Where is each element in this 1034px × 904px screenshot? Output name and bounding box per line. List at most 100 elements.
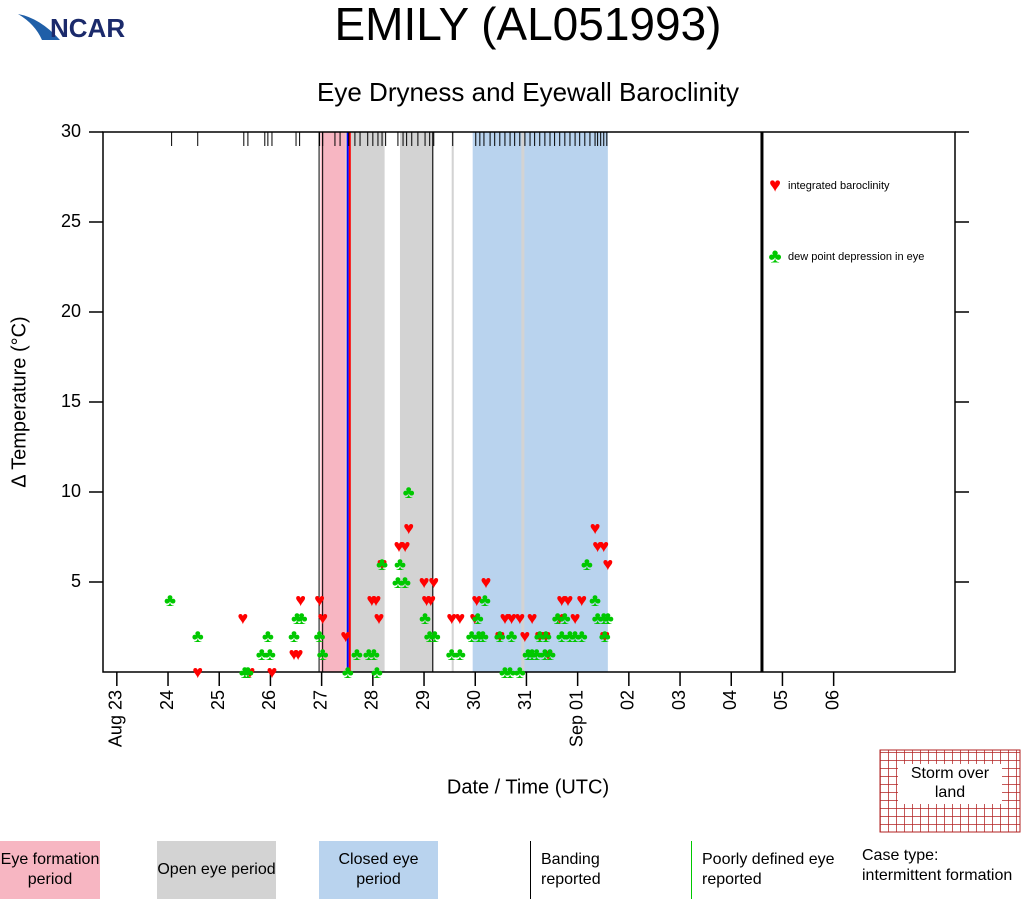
x-tick-label: 31 xyxy=(515,690,535,710)
data-point: ♥ xyxy=(377,554,388,574)
data-point: ♥ xyxy=(554,608,565,628)
data-point: ♥ xyxy=(506,608,517,628)
data-point: ♣ xyxy=(540,626,552,646)
legend-label: dew point depression in eye xyxy=(788,251,924,263)
data-point: ♣ xyxy=(526,644,538,664)
data-point: ♣ xyxy=(296,608,308,628)
data-point: ♥ xyxy=(317,608,328,628)
logo: NCAR xyxy=(50,13,125,43)
y-tick-label: 25 xyxy=(61,211,81,231)
data-point: ♣ xyxy=(317,644,329,664)
x-tick-label: 02 xyxy=(618,690,638,710)
data-point: ♣ xyxy=(371,662,383,682)
data-point: ♣ xyxy=(544,644,556,664)
data-point: ♥ xyxy=(267,662,278,682)
x-tick-label: 04 xyxy=(720,690,740,710)
data-point: ♣ xyxy=(472,608,484,628)
data-point: ♥ xyxy=(237,608,248,628)
data-point: ♥ xyxy=(481,572,492,592)
data-point: ♥ xyxy=(556,590,567,610)
y-tick-label: 20 xyxy=(61,301,81,321)
case-type: Case type: intermittent formation xyxy=(862,846,1012,886)
period-span xyxy=(320,132,346,672)
data-point: ♣ xyxy=(539,644,551,664)
data-point: ♥ xyxy=(598,536,609,556)
legend-label: integrated baroclinity xyxy=(788,180,890,192)
data-point: ♣ xyxy=(399,572,411,592)
data-point: ♣ xyxy=(363,644,375,664)
data-point: ♥ xyxy=(590,518,601,538)
data-point: ♥ xyxy=(563,590,574,610)
data-point: ♣ xyxy=(314,626,326,646)
data-point: ♥ xyxy=(541,626,552,646)
land-legend xyxy=(879,749,1021,833)
data-point: ♥ xyxy=(469,608,480,628)
period-span xyxy=(399,132,434,672)
data-point: ♣ xyxy=(494,626,506,646)
data-point: ♣ xyxy=(559,608,571,628)
data-point: ♣ xyxy=(531,644,543,664)
y-tick-label: 5 xyxy=(71,571,81,591)
data-point: ♥ xyxy=(295,590,306,610)
land-label-bg xyxy=(898,764,1002,804)
data-point: ♣ xyxy=(454,644,466,664)
data-point: ♥ xyxy=(394,536,405,556)
y-tick-label: 30 xyxy=(61,121,81,141)
data-point: ♣ xyxy=(351,644,363,664)
x-tick-label: 05 xyxy=(771,690,791,710)
data-point: ♣ xyxy=(576,626,588,646)
x-tick-label: Sep 01 xyxy=(566,690,586,747)
x-tick-label: 06 xyxy=(822,690,842,710)
data-point: ♣ xyxy=(262,626,274,646)
event-legend: Banding reported xyxy=(530,841,631,899)
y-axis-label: Δ Temperature (°C) xyxy=(8,316,30,487)
land-label: Storm over land xyxy=(910,765,990,801)
data-point: ♣ xyxy=(424,626,436,646)
data-point: ♥ xyxy=(520,626,531,646)
data-point: ♥ xyxy=(428,572,439,592)
y-tick-label: 10 xyxy=(61,481,81,501)
data-point: ♣ xyxy=(288,626,300,646)
data-point: ♥ xyxy=(592,536,603,556)
data-point: ♣ xyxy=(392,572,404,592)
case-type-label: Case type: xyxy=(862,847,939,864)
data-point: ♣ xyxy=(514,662,526,682)
data-point: ♥ xyxy=(514,608,525,628)
x-axis-label: Date / Time (UTC) xyxy=(447,776,609,798)
data-point: ♥ xyxy=(293,644,304,664)
data-point: ♣ xyxy=(368,644,380,664)
data-point: ♣ xyxy=(506,626,518,646)
data-point: ♥ xyxy=(314,590,325,610)
data-point: ♣ xyxy=(556,626,568,646)
x-tick-label: 27 xyxy=(310,690,330,710)
period-legend: Eye formation period xyxy=(0,841,100,899)
data-point: ♥ xyxy=(455,608,466,628)
data-point: ♣ xyxy=(569,626,581,646)
data-point: ♥ xyxy=(527,608,538,628)
chart-subtitle: Eye Dryness and Eyewall Baroclinity xyxy=(317,77,739,107)
data-point: ♥ xyxy=(471,590,482,610)
data-point: ♣ xyxy=(446,644,458,664)
data-point: ♣ xyxy=(256,644,268,664)
data-point: ♥ xyxy=(192,662,203,682)
data-point: ♥ xyxy=(340,626,351,646)
data-point: ♣ xyxy=(504,662,516,682)
data-point: ♥ xyxy=(599,626,610,646)
data-point: ♣ xyxy=(589,590,601,610)
data-point: ♥ xyxy=(371,590,382,610)
period-span xyxy=(451,132,454,672)
data-point: ♥ xyxy=(446,608,457,628)
logo-swoosh xyxy=(18,14,60,40)
data-point: ♣ xyxy=(429,626,441,646)
data-point: ♣ xyxy=(599,626,611,646)
x-tick-label: 24 xyxy=(157,690,177,710)
x-tick-label: 29 xyxy=(413,690,433,710)
data-point: ♥ xyxy=(245,662,256,682)
data-point: ♣ xyxy=(242,662,254,682)
data-point: ♥ xyxy=(419,572,430,592)
data-point: ♣ xyxy=(552,608,564,628)
data-point: ♣ xyxy=(499,662,511,682)
legend-symbol: ♥ xyxy=(769,174,781,196)
chart-title: EMILY (AL051993) xyxy=(335,0,722,50)
